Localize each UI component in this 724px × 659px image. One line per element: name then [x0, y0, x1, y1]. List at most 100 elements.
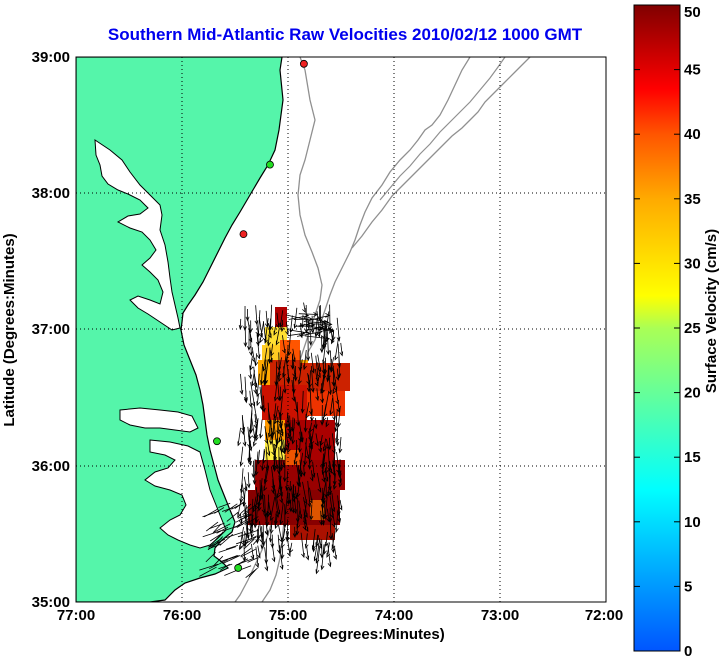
x-tick-label: 72:00	[585, 607, 623, 624]
colorbar-tick-label: 5	[684, 578, 692, 595]
velocity-arrow	[278, 478, 283, 504]
velocity-arrow	[277, 371, 282, 383]
velocity-arrow	[306, 335, 311, 362]
velocity-arrow	[254, 305, 259, 326]
velocity-arrow	[285, 321, 289, 336]
velocity-arrow	[280, 319, 285, 333]
velocity-arrow	[291, 418, 296, 445]
velocity-arrow	[250, 382, 256, 408]
velocity-arrow	[298, 359, 303, 385]
velocity-arrow	[263, 464, 268, 485]
velocity-arrow	[202, 510, 220, 518]
velocity-arrow	[276, 382, 281, 402]
velocity-arrow	[291, 379, 296, 402]
chart-title: Southern Mid-Atlantic Raw Velocities 201…	[108, 25, 583, 44]
velocity-arrow	[202, 530, 222, 538]
velocity-arrow	[334, 337, 339, 361]
velocity-arrow	[298, 500, 302, 520]
x-tick-label: 75:00	[269, 607, 307, 624]
velocity-arrow	[315, 388, 320, 402]
velocity-arrow	[259, 321, 265, 344]
plot-border	[75, 56, 607, 603]
velocity-arrow	[309, 504, 314, 521]
velocity-arrow	[249, 333, 253, 357]
velocity-arrow	[256, 545, 261, 559]
velocity-arrow	[295, 498, 300, 524]
velocity-arrow	[270, 496, 276, 521]
velocity-arrow	[236, 558, 249, 566]
colorbar-tick-label: 15	[684, 449, 701, 466]
velocity-arrow	[251, 370, 256, 387]
velocity-arrow	[267, 502, 272, 516]
velocity-arrow	[237, 513, 249, 519]
velocity-arrow	[326, 508, 330, 523]
velocity-arrow	[264, 359, 269, 385]
velocity-arrow	[300, 532, 305, 559]
velocity-arrow	[313, 318, 330, 325]
velocity-arrow	[224, 532, 243, 539]
velocity-arrow	[250, 518, 255, 539]
velocity-arrow	[302, 481, 307, 505]
velocity-arrow	[319, 539, 324, 559]
velocity-arrow	[273, 421, 278, 449]
velocity-arrow	[226, 511, 239, 522]
velocity-arrow	[304, 335, 331, 342]
velocity-arrow	[234, 517, 250, 529]
velocity-arrow	[212, 523, 222, 534]
velocity-arrow	[222, 523, 243, 532]
station-marker	[213, 437, 221, 446]
velocity-arrow	[336, 317, 341, 342]
colorbar-tick-label: 20	[684, 385, 701, 402]
velocity-arrow	[241, 414, 245, 436]
velocity-arrow	[247, 557, 259, 563]
velocity-arrow	[309, 470, 314, 482]
velocity-arrow	[298, 312, 319, 317]
velocity-arrow	[275, 327, 280, 346]
velocity-arrow	[265, 432, 271, 457]
velocity-arrow	[320, 404, 325, 426]
velocity-arrow	[267, 318, 271, 347]
velocity-arrow	[240, 547, 252, 557]
velocity-arrow	[295, 521, 300, 536]
bathymetry-contour-inner	[234, 57, 323, 602]
velocity-arrow	[271, 433, 275, 457]
velocity-arrow	[308, 487, 313, 504]
velocity-arrow	[279, 439, 284, 454]
velocity-arrow	[265, 511, 270, 528]
velocity-arrow	[243, 376, 248, 404]
velocity-arrow	[277, 352, 281, 372]
velocity-arrow	[332, 379, 337, 395]
station-marker	[266, 160, 274, 169]
velocity-arrow	[309, 422, 314, 433]
velocity-arrow	[282, 454, 287, 483]
velocity-arrow	[246, 472, 251, 489]
velocity-arrow	[277, 475, 282, 499]
x-axis-ticks: 77:00 76:00 75:00 74:00 73:00 72:00	[57, 607, 623, 624]
grid-lines	[76, 57, 606, 602]
velocity-arrow	[264, 524, 269, 536]
velocity-arrow	[267, 408, 272, 425]
velocity-arrow	[330, 357, 335, 373]
station-marker	[239, 230, 248, 239]
station-marker	[234, 564, 243, 572]
velocity-arrow	[304, 533, 309, 549]
velocity-arrow	[323, 357, 328, 375]
velocity-arrow	[248, 365, 252, 380]
velocity-arrow	[290, 354, 295, 370]
velocity-arrow	[309, 387, 313, 416]
velocity-arrow	[264, 547, 269, 572]
velocity-arrow	[315, 546, 321, 575]
velocity-arrow	[239, 503, 252, 515]
velocity-arrow	[338, 436, 343, 454]
velocity-arrow	[262, 450, 267, 465]
velocity-arrow	[332, 473, 337, 491]
velocity-arrow	[286, 531, 291, 542]
velocity-arrow	[337, 343, 341, 369]
velocity-arrow	[280, 546, 285, 560]
velocity-arrow	[316, 472, 322, 493]
velocity-arrow	[243, 538, 255, 550]
station-marker	[299, 59, 308, 68]
velocity-arrow	[240, 468, 244, 494]
velocity-arrow	[274, 511, 278, 526]
